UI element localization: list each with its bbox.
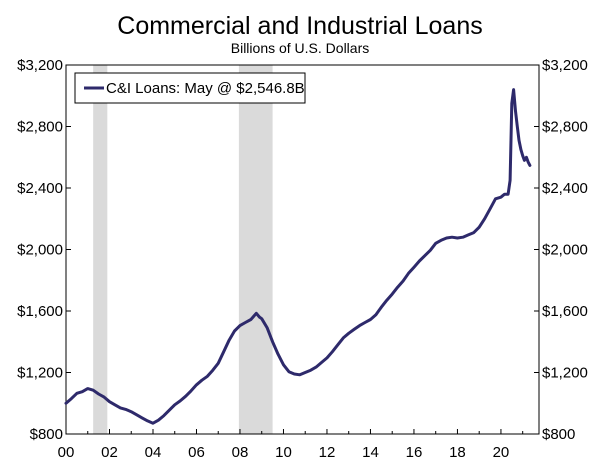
x-axis: 00 02 04 06 08 10 12 14 16 18 20	[58, 429, 524, 461]
x-tick-label: 00	[58, 444, 75, 461]
y-tick-label-right: $1,200	[542, 365, 588, 382]
x-tick-label: 18	[449, 444, 466, 461]
y-tick-label: $2,800	[17, 119, 63, 136]
y-tick-label: $1,200	[17, 365, 63, 382]
y-tick-label: $1,600	[17, 303, 63, 320]
y-tick-label-right: $2,000	[542, 242, 588, 259]
y-tick-label-right: $2,800	[542, 119, 588, 136]
y-tick-label-right: $2,400	[542, 180, 588, 197]
y-tick-label: $2,400	[17, 180, 63, 197]
chart-subtitle: Billions of U.S. Dollars	[231, 40, 370, 56]
chart-title: Commercial and Industrial Loans	[117, 12, 482, 40]
left-y-axis: $800 $1,200 $1,600 $2,000 $2,400 $2,800 $3,200	[17, 57, 71, 443]
legend: C&I Loans: May @ $2,546.8B	[74, 72, 306, 104]
x-tick-label: 10	[275, 444, 292, 461]
x-tick-label: 02	[101, 444, 118, 461]
y-tick-label-right: $800	[542, 426, 575, 443]
y-tick-label: $800	[30, 426, 63, 443]
recession-band	[238, 65, 273, 434]
recession-band	[93, 65, 108, 434]
legend-label: C&I Loans: May @ $2,546.8B	[106, 80, 305, 97]
x-tick-label: 04	[145, 444, 162, 461]
y-tick-label: $3,200	[17, 57, 63, 74]
y-tick-label: $2,000	[17, 242, 63, 259]
right-y-axis: $800 $1,200 $1,600 $2,000 $2,400 $2,800 $3,200	[534, 57, 588, 443]
x-tick-label: 16	[406, 444, 423, 461]
x-tick-label: 12	[319, 444, 336, 461]
x-tick-label: 08	[232, 444, 249, 461]
plot-area	[65, 64, 540, 435]
legend-box	[74, 72, 306, 104]
recession-bands	[93, 65, 273, 434]
x-tick-label: 14	[362, 444, 379, 461]
y-tick-label-right: $3,200	[542, 57, 588, 74]
series-line	[64, 88, 532, 425]
y-tick-label-right: $1,600	[542, 303, 588, 320]
x-tick-label: 20	[493, 444, 510, 461]
x-tick-label: 06	[188, 444, 205, 461]
